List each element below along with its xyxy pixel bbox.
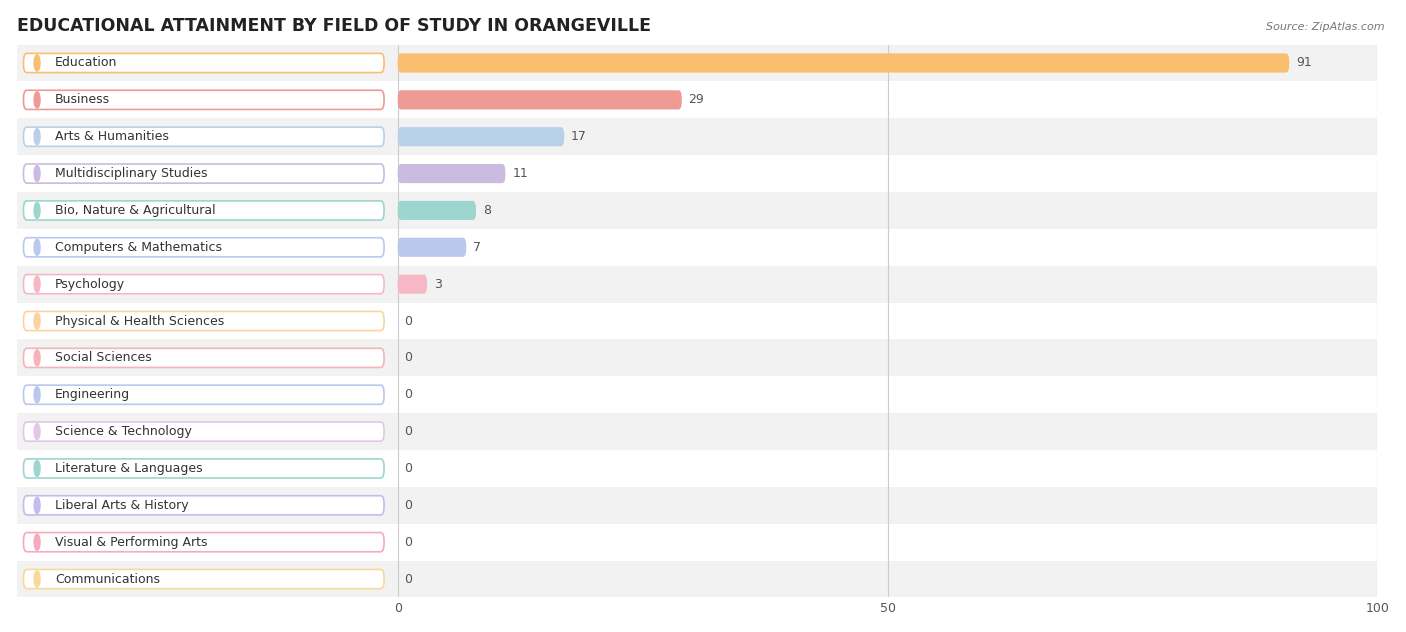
FancyBboxPatch shape (24, 495, 384, 515)
Text: 3: 3 (434, 277, 441, 291)
Text: Education: Education (55, 56, 117, 70)
Text: 91: 91 (1296, 56, 1312, 70)
FancyBboxPatch shape (398, 127, 564, 146)
Text: 11: 11 (512, 167, 529, 180)
Circle shape (34, 460, 39, 477)
Text: Computers & Mathematics: Computers & Mathematics (55, 241, 222, 254)
Bar (17, 413, 1378, 450)
Bar (17, 44, 1378, 82)
Text: 0: 0 (405, 499, 412, 512)
Circle shape (34, 202, 39, 219)
Text: 8: 8 (482, 204, 491, 217)
Text: Science & Technology: Science & Technology (55, 425, 191, 438)
FancyBboxPatch shape (24, 53, 384, 73)
Bar (17, 155, 1378, 192)
Circle shape (34, 313, 39, 329)
Circle shape (34, 497, 39, 513)
Bar (17, 229, 1378, 265)
Circle shape (34, 387, 39, 403)
Text: Literature & Languages: Literature & Languages (55, 462, 202, 475)
Circle shape (34, 129, 39, 145)
Text: Engineering: Engineering (55, 388, 129, 401)
Text: Business: Business (55, 94, 110, 106)
Text: 17: 17 (571, 130, 586, 143)
Bar (17, 339, 1378, 376)
FancyBboxPatch shape (398, 53, 1289, 73)
Bar (17, 487, 1378, 524)
Text: Social Sciences: Social Sciences (55, 351, 152, 365)
Text: Multidisciplinary Studies: Multidisciplinary Studies (55, 167, 207, 180)
Text: 0: 0 (405, 462, 412, 475)
FancyBboxPatch shape (24, 201, 384, 220)
FancyBboxPatch shape (24, 127, 384, 146)
Bar (17, 82, 1378, 118)
Text: 0: 0 (405, 573, 412, 585)
Text: EDUCATIONAL ATTAINMENT BY FIELD OF STUDY IN ORANGEVILLE: EDUCATIONAL ATTAINMENT BY FIELD OF STUDY… (17, 16, 651, 35)
Text: Psychology: Psychology (55, 277, 125, 291)
Text: 29: 29 (689, 94, 704, 106)
Text: Physical & Health Sciences: Physical & Health Sciences (55, 315, 224, 327)
Circle shape (34, 571, 39, 587)
FancyBboxPatch shape (24, 238, 384, 257)
Bar (17, 450, 1378, 487)
FancyBboxPatch shape (398, 238, 467, 257)
FancyBboxPatch shape (24, 164, 384, 183)
FancyBboxPatch shape (398, 90, 682, 109)
Text: 0: 0 (405, 351, 412, 365)
Text: 0: 0 (405, 425, 412, 438)
FancyBboxPatch shape (24, 312, 384, 331)
FancyBboxPatch shape (24, 348, 384, 367)
Circle shape (34, 55, 39, 71)
FancyBboxPatch shape (398, 201, 477, 220)
FancyBboxPatch shape (24, 90, 384, 109)
Text: 0: 0 (405, 536, 412, 549)
FancyBboxPatch shape (24, 533, 384, 552)
FancyBboxPatch shape (24, 422, 384, 441)
FancyBboxPatch shape (398, 164, 505, 183)
FancyBboxPatch shape (24, 459, 384, 478)
FancyBboxPatch shape (24, 385, 384, 404)
Circle shape (34, 350, 39, 366)
Text: Visual & Performing Arts: Visual & Performing Arts (55, 536, 207, 549)
Text: 0: 0 (405, 388, 412, 401)
Text: 7: 7 (472, 241, 481, 254)
Bar (17, 303, 1378, 339)
Text: Liberal Arts & History: Liberal Arts & History (55, 499, 188, 512)
Circle shape (34, 92, 39, 108)
FancyBboxPatch shape (24, 274, 384, 294)
Bar (17, 192, 1378, 229)
Text: 0: 0 (405, 315, 412, 327)
Bar (17, 118, 1378, 155)
Text: Arts & Humanities: Arts & Humanities (55, 130, 169, 143)
Circle shape (34, 534, 39, 550)
Text: Communications: Communications (55, 573, 160, 585)
Circle shape (34, 276, 39, 292)
FancyBboxPatch shape (398, 274, 427, 294)
FancyBboxPatch shape (24, 569, 384, 588)
Text: Bio, Nature & Agricultural: Bio, Nature & Agricultural (55, 204, 215, 217)
Bar (17, 265, 1378, 303)
Circle shape (34, 423, 39, 440)
Bar (17, 524, 1378, 561)
Text: Source: ZipAtlas.com: Source: ZipAtlas.com (1267, 22, 1385, 32)
Circle shape (34, 166, 39, 181)
Bar (17, 376, 1378, 413)
Circle shape (34, 240, 39, 255)
Bar (17, 561, 1378, 597)
